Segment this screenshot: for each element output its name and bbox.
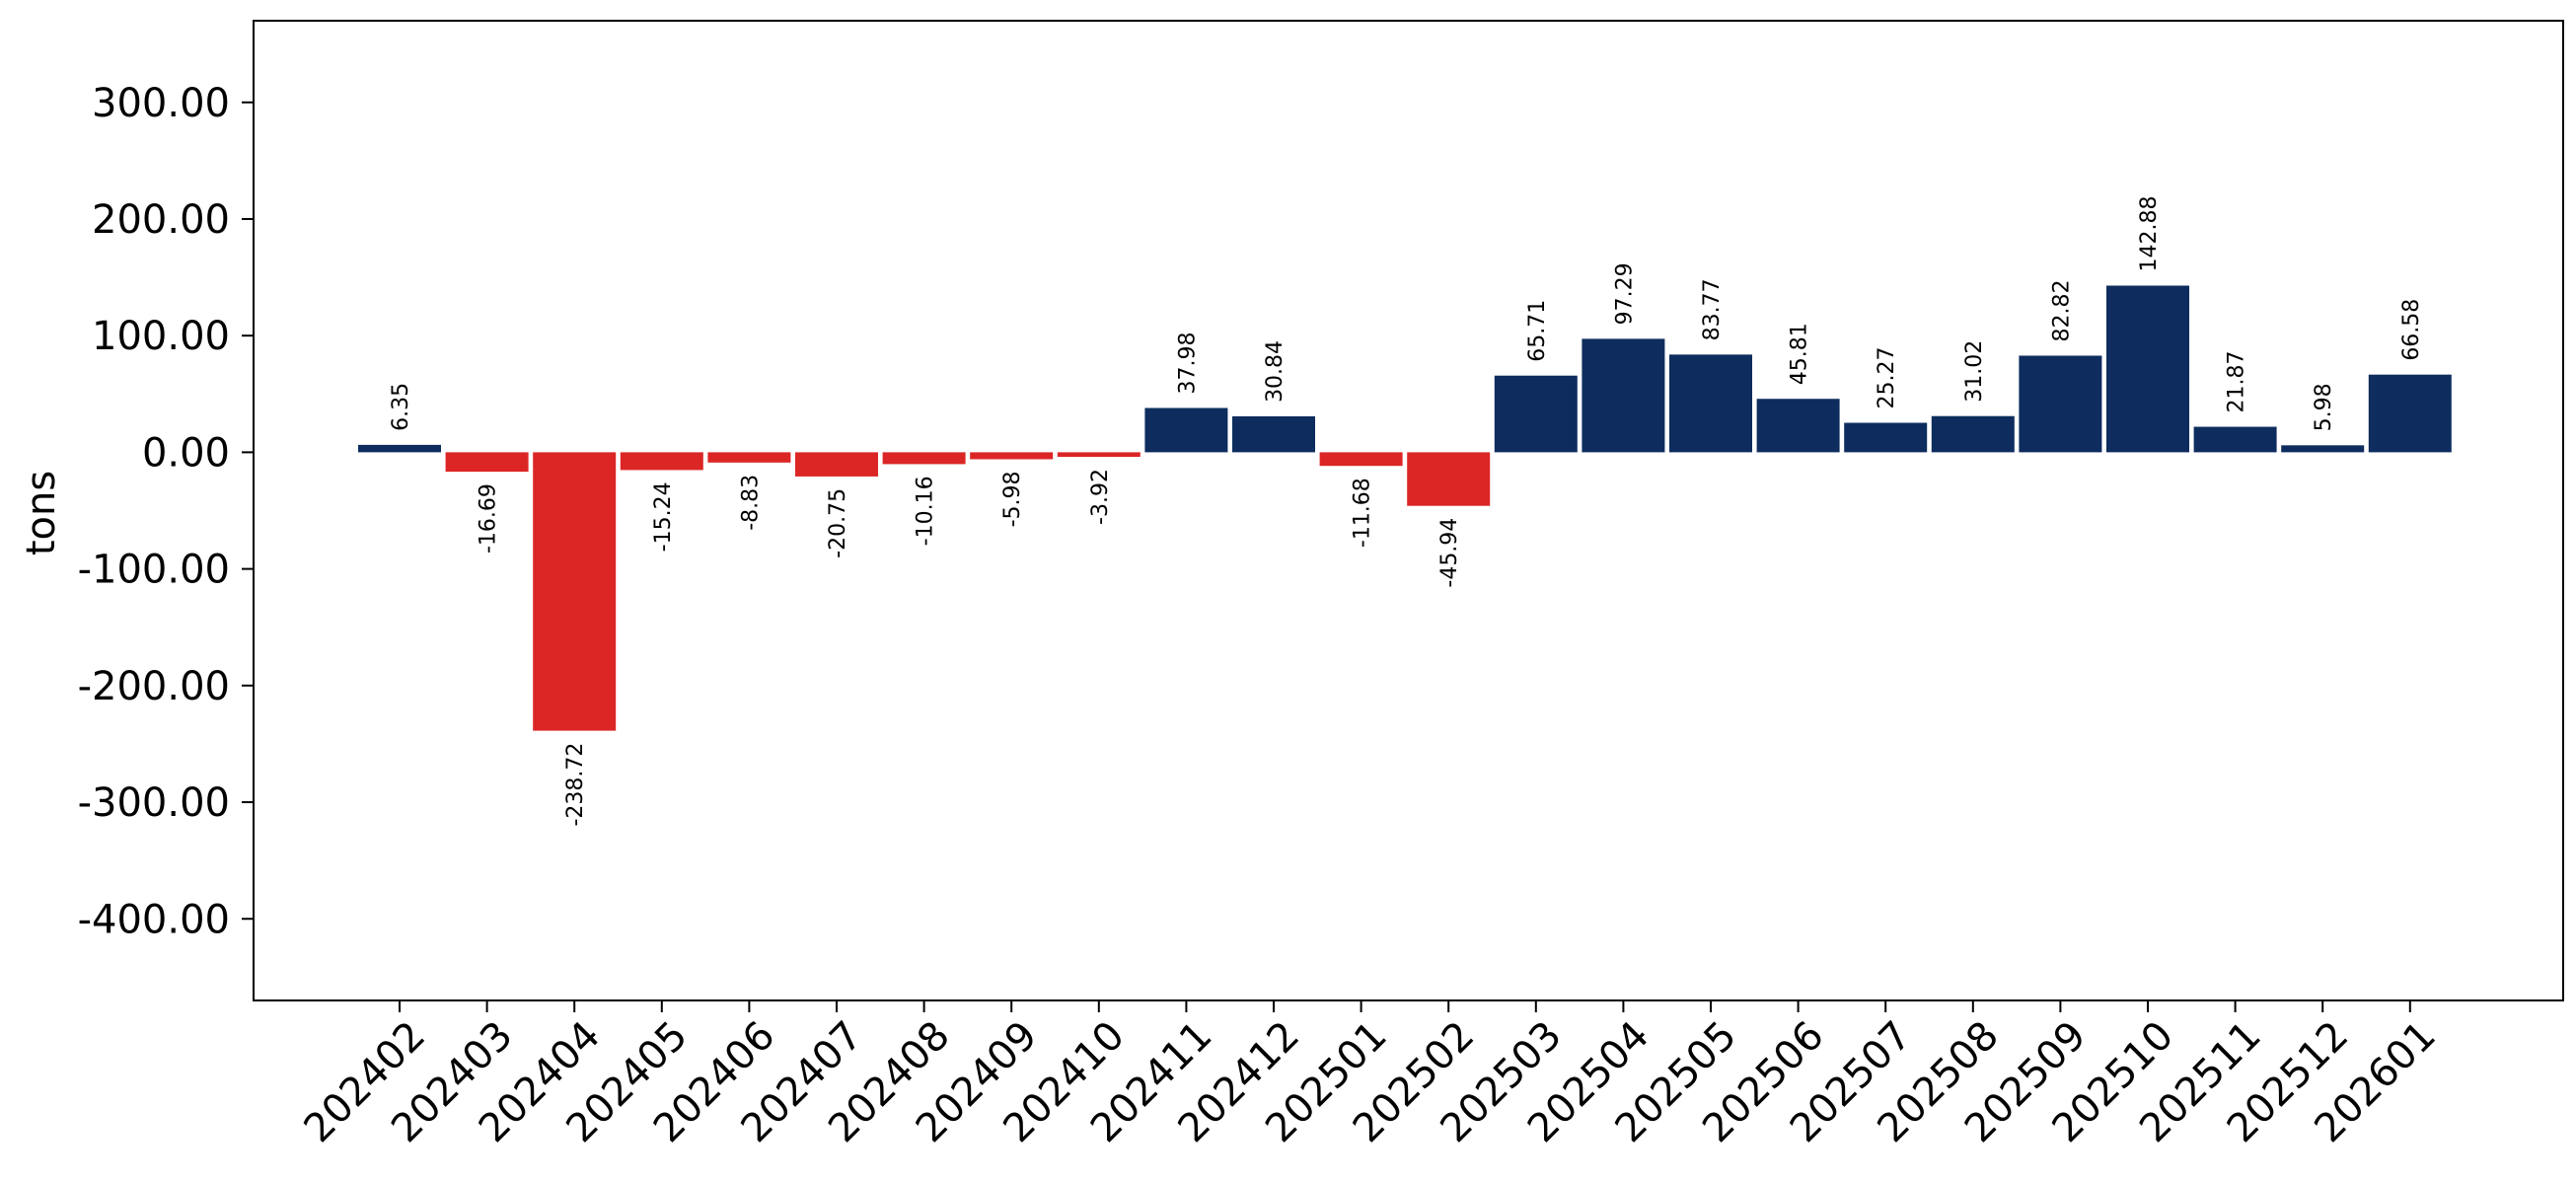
x-axis: 2024022024032024042024052024062024072024…: [296, 1000, 2445, 1151]
y-tick-label: 300.00: [92, 81, 230, 126]
bar-label-202512: 5.98: [2312, 383, 2336, 431]
bar-label-202503: 65.71: [1525, 300, 1550, 362]
bar-label-202403: -16.69: [477, 483, 501, 554]
bar-label-202408: -10.16: [914, 476, 938, 546]
bar-label-202411: 37.98: [1175, 333, 1200, 395]
bar-label-202406: -8.83: [738, 475, 763, 531]
bar-202601: [2368, 374, 2452, 453]
bar-label-202409: -5.98: [1000, 471, 1025, 527]
bar-202406: [707, 452, 791, 463]
bar-202509: [2019, 355, 2102, 453]
bar-202511: [2193, 426, 2277, 453]
y-tick-label: 0.00: [142, 430, 230, 476]
plot-frame: [253, 20, 2564, 1001]
y-tick-label: -400.00: [78, 897, 230, 942]
y-tick-label: 200.00: [92, 197, 230, 243]
bar-label-202504: 97.29: [1612, 262, 1637, 325]
bar-label-202404: -238.72: [563, 743, 588, 827]
bars-group: [358, 285, 2452, 731]
y-tick-label: -100.00: [78, 548, 230, 593]
bar-label-202501: -11.68: [1351, 478, 1375, 548]
bar-202411: [1144, 407, 1228, 453]
bar-202501: [1319, 452, 1403, 467]
bar-label-202506: 45.81: [1788, 323, 1812, 385]
bar-202510: [2106, 285, 2189, 453]
bar-202405: [620, 452, 703, 471]
bar-label-202601: 66.58: [2399, 299, 2424, 361]
bar-label-202412: 30.84: [1263, 340, 1288, 403]
bar-202507: [1844, 422, 1928, 453]
bar-labels-group: 6.35 -16.69 -238.72 -15.24 -8.83 -20.75 -10.16…: [389, 196, 2424, 827]
bar-label-202405: -15.24: [651, 481, 676, 552]
bar-label-202402: 6.35: [389, 383, 413, 431]
bar-202407: [795, 452, 878, 477]
bar-202408: [882, 452, 966, 465]
y-axis-label: tons: [19, 471, 64, 555]
bar-202506: [1756, 399, 1840, 453]
bar-202512: [2281, 445, 2365, 453]
bar-202409: [970, 452, 1054, 460]
bar-202505: [1669, 354, 1752, 453]
y-tick-label: -300.00: [78, 780, 230, 826]
y-axis: 300.00 200.00 100.00 0.00 -100.00 -200.00 -300…: [78, 81, 254, 942]
bar-label-202509: 82.82: [2049, 280, 2074, 342]
bar-label-202410: -3.92: [1088, 469, 1113, 525]
bar-202404: [533, 452, 617, 731]
bar-label-202407: -20.75: [826, 488, 850, 558]
bar-202504: [1582, 338, 1665, 453]
bar-label-202508: 31.02: [1962, 340, 1987, 403]
y-tick-label: -200.00: [78, 664, 230, 709]
bar-202403: [445, 452, 529, 473]
bar-label-202502: -45.94: [1437, 518, 1462, 588]
bar-202412: [1232, 415, 1315, 453]
bar-202402: [358, 444, 441, 453]
bar-202502: [1407, 452, 1491, 506]
bar-label-202510: 142.88: [2137, 196, 2162, 272]
bar-202410: [1057, 452, 1141, 458]
y-tick-label: 100.00: [92, 314, 230, 359]
bar-label-202511: 21.87: [2225, 351, 2249, 413]
bar-202503: [1494, 375, 1578, 453]
bar-label-202507: 25.27: [1875, 347, 1899, 409]
bar-label-202505: 83.77: [1700, 278, 1725, 340]
bar-202508: [1931, 415, 2015, 453]
